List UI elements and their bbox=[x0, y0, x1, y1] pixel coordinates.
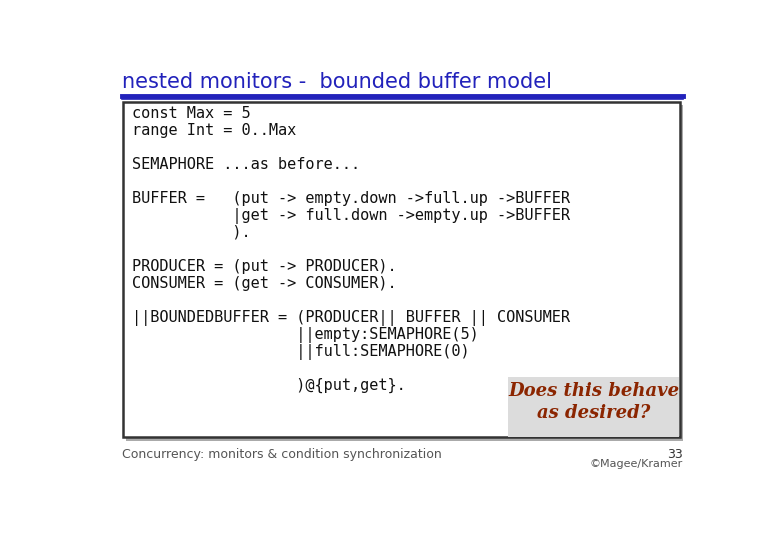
Text: CONSUMER = (get -> CONSUMER).: CONSUMER = (get -> CONSUMER). bbox=[133, 276, 397, 291]
Text: PRODUCER = (put -> PRODUCER).: PRODUCER = (put -> PRODUCER). bbox=[133, 259, 397, 274]
Text: const Max = 5: const Max = 5 bbox=[133, 106, 251, 122]
FancyBboxPatch shape bbox=[126, 105, 682, 441]
Text: 33: 33 bbox=[667, 448, 682, 461]
FancyBboxPatch shape bbox=[509, 377, 679, 437]
FancyBboxPatch shape bbox=[123, 102, 679, 437]
Text: SEMAPHORE ...as before...: SEMAPHORE ...as before... bbox=[133, 157, 360, 172]
Text: ||full:SEMAPHORE(0): ||full:SEMAPHORE(0) bbox=[133, 343, 470, 360]
Text: BUFFER =   (put -> empty.down ->full.up ->BUFFER: BUFFER = (put -> empty.down ->full.up ->… bbox=[133, 191, 570, 206]
Text: ||BOUNDEDBUFFER = (PRODUCER|| BUFFER || CONSUMER: ||BOUNDEDBUFFER = (PRODUCER|| BUFFER || … bbox=[133, 309, 570, 326]
Text: Does this behave
as desired?: Does this behave as desired? bbox=[508, 382, 679, 422]
Text: ).: ). bbox=[133, 225, 251, 240]
Text: |get -> full.down ->empty.up ->BUFFER: |get -> full.down ->empty.up ->BUFFER bbox=[133, 208, 570, 224]
Text: ©Magee/Kramer: ©Magee/Kramer bbox=[590, 459, 682, 469]
Text: Concurrency: monitors & condition synchronization: Concurrency: monitors & condition synchr… bbox=[122, 448, 442, 461]
Text: nested monitors -  bounded buffer model: nested monitors - bounded buffer model bbox=[122, 72, 552, 92]
Text: range Int = 0..Max: range Int = 0..Max bbox=[133, 123, 296, 138]
Text: ||empty:SEMAPHORE(5): ||empty:SEMAPHORE(5) bbox=[133, 327, 479, 342]
Text: )@{put,get}.: )@{put,get}. bbox=[133, 377, 406, 393]
